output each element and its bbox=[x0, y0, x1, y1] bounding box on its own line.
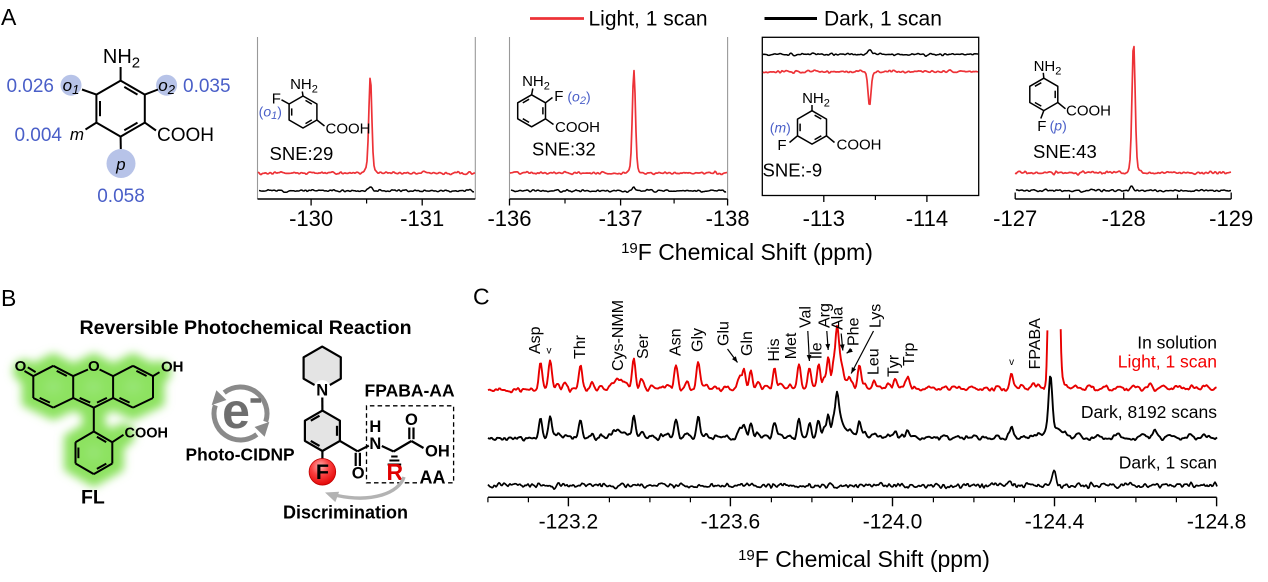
svg-text:-136: -136 bbox=[487, 206, 531, 231]
svg-text:-124.4: -124.4 bbox=[1025, 511, 1085, 534]
svg-text:0.035: 0.035 bbox=[183, 76, 231, 97]
svg-text:C: C bbox=[473, 284, 490, 310]
svg-text:F: F bbox=[272, 91, 281, 108]
svg-text:FL: FL bbox=[81, 487, 105, 509]
svg-text:N: N bbox=[369, 435, 381, 453]
svg-text:0.058: 0.058 bbox=[97, 186, 145, 207]
svg-text:B: B bbox=[1, 285, 16, 311]
svg-text:Val: Val bbox=[797, 306, 814, 328]
svg-text:Trp: Trp bbox=[901, 342, 918, 366]
svg-text:p: p bbox=[115, 155, 125, 174]
svg-text:NH2: NH2 bbox=[1034, 58, 1062, 77]
svg-text:-113: -113 bbox=[803, 206, 845, 231]
svg-text:SNE:-9: SNE:-9 bbox=[763, 160, 823, 181]
svg-text:Dark, 1 scan: Dark, 1 scan bbox=[824, 8, 942, 31]
svg-text:NH2: NH2 bbox=[802, 90, 830, 109]
svg-text:-123.2: -123.2 bbox=[539, 511, 599, 534]
svg-text:N: N bbox=[316, 382, 328, 400]
svg-text:AA: AA bbox=[420, 468, 446, 488]
svg-text:Asp: Asp bbox=[527, 326, 544, 354]
svg-text:(m): (m) bbox=[770, 120, 791, 136]
svg-text:FPABA-AA: FPABA-AA bbox=[365, 381, 455, 401]
svg-text:Dark, 1 scan: Dark, 1 scan bbox=[1119, 453, 1217, 473]
svg-text:(o2): (o2) bbox=[567, 89, 590, 108]
svg-text:O: O bbox=[352, 465, 365, 483]
svg-text:e: e bbox=[222, 383, 250, 439]
svg-text:Dark, 8192 scans: Dark, 8192 scans bbox=[1081, 402, 1217, 422]
svg-text:m: m bbox=[70, 125, 84, 144]
svg-text:NH2: NH2 bbox=[522, 73, 550, 92]
svg-text:His: His bbox=[766, 338, 783, 361]
svg-text:COOH: COOH bbox=[1066, 103, 1111, 120]
svg-text:-131: -131 bbox=[400, 206, 444, 231]
svg-text:R: R bbox=[386, 459, 403, 485]
svg-text:Photo-CIDNP: Photo-CIDNP bbox=[186, 445, 295, 465]
svg-text:COOH: COOH bbox=[837, 137, 882, 154]
svg-text:Gln: Gln bbox=[739, 331, 756, 356]
svg-text:-114: -114 bbox=[906, 206, 948, 231]
svg-text:Light, 1 scan: Light, 1 scan bbox=[589, 8, 708, 31]
svg-text:COOH: COOH bbox=[125, 426, 169, 442]
svg-text:COOH: COOH bbox=[326, 121, 371, 138]
svg-text:-137: -137 bbox=[599, 206, 643, 231]
svg-text:o1: o1 bbox=[63, 76, 80, 97]
svg-text:Ser: Ser bbox=[635, 333, 652, 359]
svg-text:A: A bbox=[1, 4, 17, 30]
svg-text:Tyr: Tyr bbox=[886, 354, 903, 377]
svg-text:F: F bbox=[554, 88, 563, 105]
svg-text:-129: -129 bbox=[1209, 206, 1253, 231]
svg-text:Leu: Leu bbox=[866, 348, 883, 375]
svg-text:(p): (p) bbox=[1050, 118, 1067, 134]
svg-text:O: O bbox=[405, 411, 418, 429]
svg-text:(o1): (o1) bbox=[259, 104, 282, 123]
svg-text:-130: -130 bbox=[289, 206, 333, 231]
svg-text:O: O bbox=[15, 358, 27, 375]
svg-text:19F Chemical Shift (ppm): 19F Chemical Shift (ppm) bbox=[621, 239, 873, 265]
svg-text:-128: -128 bbox=[1102, 206, 1146, 231]
svg-text:Thr: Thr bbox=[572, 334, 589, 359]
svg-text:SNE:43: SNE:43 bbox=[1033, 141, 1097, 162]
svg-text:F: F bbox=[1037, 118, 1046, 135]
svg-text:-124.8: -124.8 bbox=[1187, 511, 1247, 534]
svg-text:Asn: Asn bbox=[667, 328, 684, 356]
svg-text:In solution: In solution bbox=[1137, 333, 1217, 353]
svg-text:o2: o2 bbox=[158, 76, 175, 97]
svg-text:OH: OH bbox=[425, 443, 450, 461]
svg-text:Arg: Arg bbox=[816, 303, 833, 328]
svg-text:Lys: Lys bbox=[868, 304, 885, 328]
svg-text:Discrimination: Discrimination bbox=[283, 503, 408, 523]
svg-text:SNE:32: SNE:32 bbox=[532, 139, 596, 160]
svg-text:Ile: Ile bbox=[809, 342, 826, 359]
svg-text:COOH: COOH bbox=[555, 119, 600, 136]
svg-text:Ala: Ala bbox=[830, 307, 847, 330]
svg-text:SNE:29: SNE:29 bbox=[270, 143, 334, 164]
svg-text:-138: -138 bbox=[706, 206, 750, 231]
svg-text:v: v bbox=[547, 346, 552, 357]
svg-text:F: F bbox=[777, 137, 786, 154]
svg-text:Cys-NMM: Cys-NMM bbox=[610, 300, 627, 371]
svg-text:Glu: Glu bbox=[716, 321, 733, 346]
svg-text:v: v bbox=[1009, 357, 1014, 368]
svg-text:-127: -127 bbox=[993, 206, 1037, 231]
svg-text:-124.0: -124.0 bbox=[863, 511, 923, 534]
svg-text:H: H bbox=[369, 418, 381, 436]
svg-text:COOH: COOH bbox=[157, 125, 214, 146]
svg-text:Light, 1 scan: Light, 1 scan bbox=[1118, 352, 1217, 372]
svg-text:19F Chemical Shift (ppm): 19F Chemical Shift (ppm) bbox=[738, 546, 990, 572]
svg-text:Reversible Photochemical React: Reversible Photochemical Reaction bbox=[79, 317, 411, 339]
svg-text:Met: Met bbox=[783, 332, 800, 359]
svg-text:Phe: Phe bbox=[845, 317, 862, 346]
svg-text:OH: OH bbox=[161, 359, 184, 376]
svg-text:NH2: NH2 bbox=[290, 76, 318, 95]
svg-text:0.004: 0.004 bbox=[14, 125, 62, 146]
svg-text:0.026: 0.026 bbox=[6, 76, 54, 97]
svg-text:FPABA: FPABA bbox=[1027, 318, 1044, 370]
svg-text:O: O bbox=[88, 358, 100, 375]
svg-text:F: F bbox=[316, 460, 329, 484]
svg-text:Gly: Gly bbox=[690, 328, 707, 352]
svg-text:-123.6: -123.6 bbox=[701, 511, 761, 534]
